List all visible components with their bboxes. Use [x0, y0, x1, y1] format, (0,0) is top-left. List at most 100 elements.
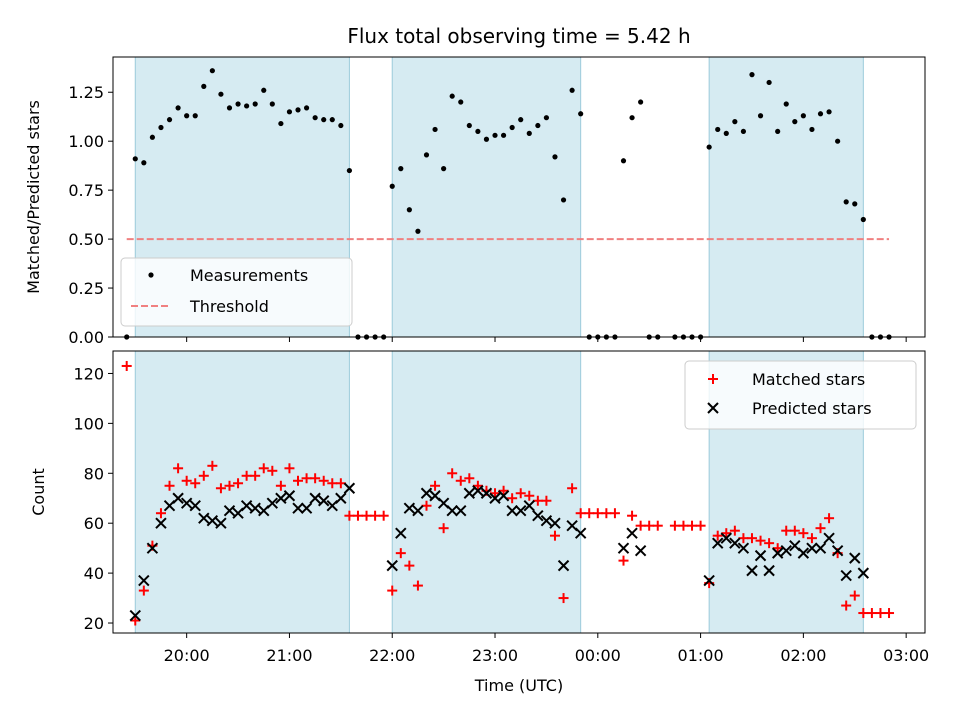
- predicted-star-point: [626, 527, 638, 539]
- matched-star-point: [173, 463, 184, 474]
- measurement-point: [192, 113, 198, 119]
- measurement-point: [543, 115, 550, 121]
- matched-star-point: [155, 508, 166, 519]
- predicted-star-point: [266, 497, 279, 509]
- predicted-star-point: [549, 517, 561, 529]
- predicted-star-point: [840, 569, 852, 582]
- matched-star-point: [301, 473, 312, 484]
- matched-star-point: [601, 508, 612, 519]
- matched-star-point: [164, 480, 175, 491]
- matched-star-point: [841, 600, 852, 611]
- measurement-point: [843, 199, 849, 205]
- observing-window: [391, 56, 582, 338]
- matched-star-point: [772, 543, 783, 554]
- measurement-point: [269, 101, 275, 107]
- predicted-star-point: [463, 487, 476, 499]
- measurement-point: [526, 130, 532, 136]
- y-tick-label: 0.25: [68, 279, 104, 298]
- matched-star-point: [635, 520, 646, 531]
- matched-star-point: [438, 523, 449, 534]
- predicted-star-point: [472, 485, 484, 497]
- predicted-star-point: [737, 542, 750, 554]
- matched-star-point: [352, 510, 363, 521]
- measurement-point: [432, 126, 438, 133]
- matched-star-point: [584, 508, 595, 519]
- measurement-point: [860, 216, 866, 223]
- matched-star-point: [652, 520, 663, 531]
- measurement-point: [620, 158, 627, 164]
- measurement-point: [158, 124, 164, 131]
- matched-star-point: [404, 560, 415, 571]
- observing-window: [134, 350, 350, 634]
- predicted-star-point: [189, 500, 201, 512]
- predicted-star-point: [506, 505, 518, 517]
- matched-star-point: [592, 508, 603, 519]
- predicted-star-point: [780, 544, 792, 557]
- matched-star-point: [378, 510, 389, 521]
- x-tick-label: 03:00: [883, 646, 929, 665]
- bottom-y-ticks: 20 40 60 80 100 120: [73, 364, 113, 633]
- predicted-star-point: [515, 505, 527, 517]
- predicted-star-point: [206, 514, 219, 527]
- predicted-star-point: [806, 542, 818, 554]
- matched-star-point: [884, 608, 895, 619]
- predicted-stars-series: [129, 482, 870, 622]
- matched-star-point: [412, 580, 423, 591]
- matched-star-point: [447, 468, 458, 479]
- predicted-star-point: [771, 547, 784, 559]
- predicted-star-point: [446, 505, 458, 517]
- matched-star-point: [695, 520, 706, 531]
- matched-star-point: [558, 593, 569, 604]
- matched-star-point: [815, 523, 826, 534]
- measurement-point: [209, 68, 215, 74]
- matched-star-point: [395, 548, 406, 559]
- predicted-star-point: [198, 512, 210, 524]
- matched-star-point: [644, 520, 655, 531]
- measurement-point: [303, 105, 310, 111]
- measurement-point: [312, 115, 318, 121]
- top-legend: Measurements Threshold: [120, 257, 353, 327]
- measurement-point: [278, 120, 284, 127]
- measurement-point: [757, 113, 764, 119]
- matched-star-point: [687, 520, 698, 531]
- legend-matched-marker: [708, 374, 718, 384]
- matched-star-point: [224, 480, 235, 491]
- predicted-star-point: [712, 537, 724, 549]
- top-panel: 0.00 0.25 0.50 0.75 1.00 1.25 Matched/Predict…: [24, 56, 926, 347]
- measurement-point: [295, 107, 301, 113]
- measurement-point: [175, 105, 181, 111]
- bottom-legend-box: [684, 360, 917, 430]
- top-y-ticks: 0.00 0.25 0.50 0.75 1.00 1.25: [68, 83, 113, 347]
- measurement-point: [706, 144, 712, 150]
- measurement-point: [346, 167, 353, 174]
- bottom-x-ticks: 20:00 21:00 22:00 23:00 00:00 01:00 02:00 03:00: [164, 633, 929, 665]
- measurements-series: [124, 68, 892, 340]
- predicted-star-point: [395, 527, 407, 539]
- x-axis-label: Time (UTC): [474, 676, 563, 695]
- matched-star-point: [181, 475, 192, 486]
- matched-star-point: [490, 488, 501, 499]
- y-tick-label: 1.25: [68, 83, 104, 102]
- predicted-star-point: [763, 564, 775, 577]
- matched-star-point: [455, 475, 466, 486]
- bottom-axes-frame: [112, 350, 926, 634]
- matched-star-point: [318, 475, 329, 486]
- measurement-point: [423, 152, 430, 158]
- measurement-point: [458, 99, 464, 105]
- measurement-point: [184, 113, 190, 119]
- x-tick-label: 01:00: [678, 646, 724, 665]
- matched-star-point: [472, 480, 483, 491]
- measurement-point: [852, 201, 858, 207]
- measurement-point: [560, 197, 567, 203]
- matched-star-point: [421, 500, 432, 511]
- measurement-point: [398, 166, 404, 172]
- matched-star-point: [721, 528, 732, 539]
- matched-star-point: [250, 470, 261, 481]
- measurement-point: [475, 128, 481, 135]
- predicted-star-point: [386, 559, 398, 572]
- figure-title: Flux total observing time = 5.42 h: [347, 24, 690, 48]
- predicted-star-point: [180, 497, 193, 509]
- predicted-star-point: [223, 505, 236, 517]
- measurement-point: [492, 132, 498, 138]
